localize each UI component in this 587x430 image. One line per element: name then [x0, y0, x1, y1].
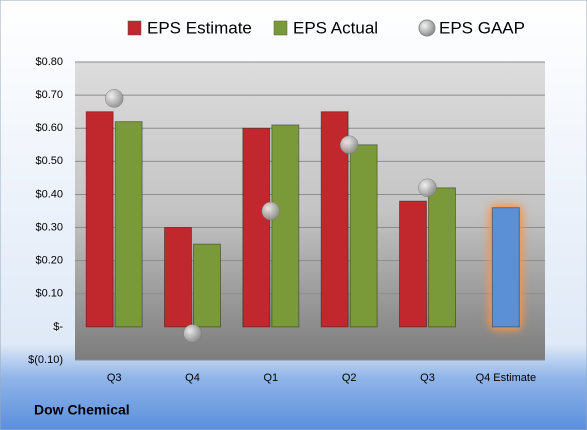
bar [85, 111, 114, 328]
bar [114, 121, 143, 328]
y-tick-label: $- [53, 321, 63, 333]
x-tick-label: Q1 [263, 372, 278, 384]
legend-marker [127, 20, 142, 36]
bar [164, 227, 192, 328]
y-tick-label: $(0.10) [28, 354, 63, 366]
gaap-marker [104, 89, 124, 108]
bar [193, 243, 221, 328]
bar [491, 207, 520, 328]
gaap-marker [339, 135, 359, 155]
gaap-marker [183, 324, 202, 343]
gaap-marker [418, 178, 437, 198]
bar [399, 200, 427, 328]
plot-area [75, 62, 545, 360]
y-tick-label: $0.60 [35, 122, 63, 134]
y-tick-label: $0.30 [35, 221, 63, 233]
x-tick-label: Q3 [420, 372, 435, 384]
company-name: Dow Chemical [34, 402, 130, 418]
x-tick-label: Q4 Estimate [476, 372, 537, 384]
bar [428, 187, 456, 328]
x-tick-label: Q3 [107, 372, 122, 384]
y-tick-label: $0.50 [35, 155, 63, 167]
y-tick-label: $0.20 [35, 255, 63, 267]
y-tick-label: $0.40 [35, 188, 63, 200]
y-tick-label: $0.10 [35, 288, 63, 300]
bar [349, 144, 378, 328]
legend-label: EPS Estimate [147, 18, 252, 37]
gaap-marker [261, 201, 281, 221]
x-tick-label: Q2 [342, 372, 357, 384]
y-tick-label: $0.80 [35, 56, 63, 68]
bar [242, 127, 271, 328]
x-tick-label: Q4 [185, 372, 200, 384]
bar [271, 124, 300, 328]
legend-label: EPS GAAP [439, 18, 525, 37]
legend-marker [273, 20, 288, 36]
y-tick-label: $0.70 [35, 89, 63, 101]
legend-label: EPS Actual [293, 18, 378, 37]
legend-marker [418, 19, 436, 37]
